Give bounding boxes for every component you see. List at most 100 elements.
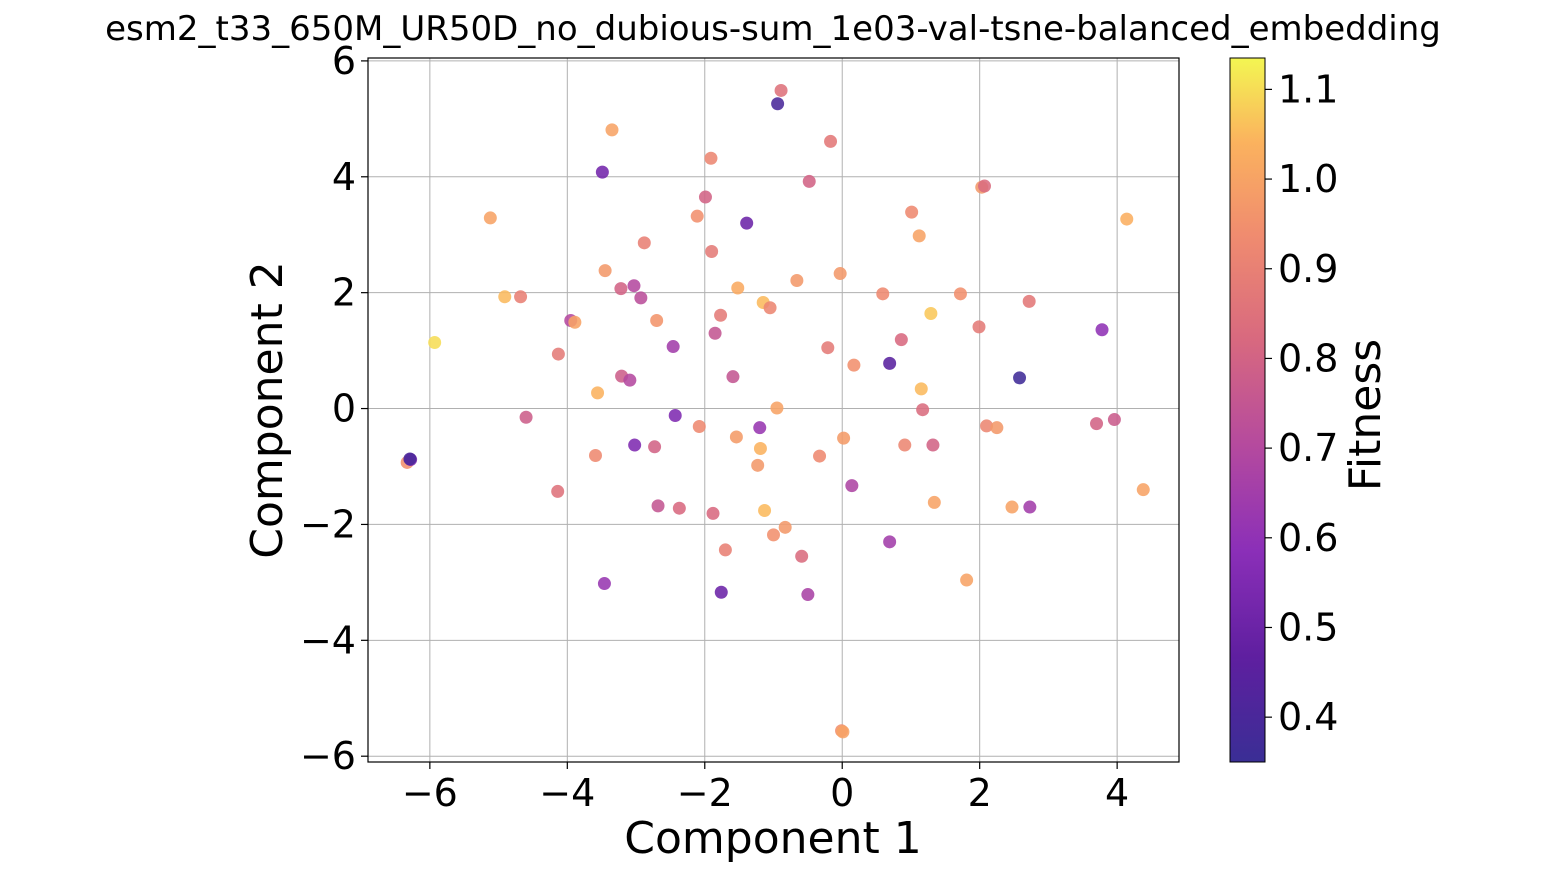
- colorbar-tick-label-7: 1.1: [1278, 67, 1338, 111]
- data-point-15: [912, 229, 926, 243]
- data-point-20: [833, 267, 847, 281]
- data-point-18: [598, 264, 612, 278]
- data-point-67: [898, 438, 912, 452]
- data-point-46: [883, 356, 897, 370]
- x-tick-label-3: 0: [830, 771, 854, 815]
- data-point-29: [1022, 294, 1036, 308]
- x-tick-label-4: 2: [968, 771, 992, 815]
- x-tick-label-5: 4: [1105, 771, 1129, 815]
- data-point-75: [751, 458, 765, 472]
- y-tick-label-5: 4: [332, 155, 356, 199]
- data-point-59: [692, 420, 706, 434]
- data-point-68: [926, 438, 940, 452]
- colorbar-tick-label-0: 0.4: [1278, 695, 1338, 739]
- data-point-53: [770, 401, 784, 415]
- colorbar-tick-label-5: 0.9: [1278, 247, 1338, 291]
- data-point-38: [972, 320, 986, 334]
- data-point-13: [740, 216, 754, 230]
- data-point-57: [1090, 417, 1104, 431]
- y-tick-label-6: 6: [332, 39, 356, 83]
- data-point-42: [666, 340, 680, 354]
- scatter-points: [400, 83, 1150, 739]
- data-point-2: [605, 123, 619, 137]
- data-point-62: [990, 421, 1004, 435]
- colorbar-label: Fitness: [1340, 339, 1391, 491]
- data-point-54: [916, 403, 930, 417]
- data-point-89: [718, 543, 732, 557]
- data-point-73: [588, 448, 602, 462]
- y-tick-label-1: −4: [300, 618, 356, 662]
- data-point-37: [708, 326, 722, 340]
- data-point-79: [927, 495, 941, 509]
- data-point-21: [614, 282, 628, 296]
- data-point-5: [595, 165, 609, 179]
- data-point-3: [704, 151, 718, 165]
- data-point-24: [634, 291, 648, 305]
- data-point-91: [960, 573, 974, 587]
- data-point-43: [821, 341, 835, 355]
- data-point-81: [672, 501, 686, 515]
- data-point-50: [1013, 371, 1027, 385]
- data-point-19: [790, 273, 804, 287]
- data-point-93: [714, 585, 728, 599]
- x-axis-label: Component 1: [624, 813, 921, 864]
- y-tick-label-2: −2: [300, 502, 356, 546]
- data-point-16: [637, 236, 651, 250]
- data-point-36: [924, 307, 938, 321]
- data-point-33: [568, 315, 582, 329]
- data-point-78: [551, 484, 565, 498]
- x-tick-label-0: −6: [402, 771, 458, 815]
- data-point-49: [726, 370, 740, 384]
- chart-title: esm2_t33_650M_UR50D_no_dubious-sum_1e03-…: [105, 9, 1441, 49]
- data-point-31: [763, 301, 777, 315]
- data-point-0: [771, 97, 785, 111]
- data-point-63: [729, 430, 743, 444]
- y-tick-label-3: 0: [332, 387, 356, 431]
- data-point-58: [1107, 413, 1121, 427]
- data-point-77: [1136, 483, 1150, 497]
- data-point-12: [690, 209, 704, 223]
- colorbar-ticks: 0.4 0.5 0.6 0.7 0.8 0.9 1.0 1.1: [1265, 67, 1338, 739]
- colorbar-tick-label-4: 0.8: [1278, 336, 1338, 380]
- data-point-10: [1120, 212, 1134, 226]
- data-point-83: [1023, 500, 1037, 514]
- x-tick-label-1: −4: [539, 771, 595, 815]
- y-axis-ticks: −6 −4 −2 0 2 4 6: [300, 39, 368, 778]
- data-point-76: [845, 479, 859, 493]
- data-point-69: [753, 442, 767, 456]
- data-point-41: [551, 347, 565, 361]
- data-point-88: [883, 535, 897, 549]
- data-point-94: [801, 588, 815, 602]
- data-point-35: [714, 308, 728, 322]
- data-point-86: [778, 520, 792, 534]
- data-point-90: [795, 549, 809, 563]
- data-point-17: [705, 245, 719, 259]
- data-point-65: [628, 438, 642, 452]
- data-point-40: [428, 335, 442, 349]
- data-point-4: [824, 134, 838, 148]
- colorbar: [1229, 57, 1266, 763]
- y-axis-label: Component 2: [242, 261, 293, 558]
- data-point-85: [706, 506, 720, 520]
- data-point-8: [977, 179, 991, 193]
- data-point-92: [597, 577, 611, 591]
- data-point-80: [651, 499, 665, 513]
- data-point-66: [648, 440, 662, 454]
- data-point-26: [514, 290, 528, 304]
- colorbar-tick-label-2: 0.6: [1278, 516, 1338, 560]
- data-point-52: [591, 386, 605, 400]
- data-point-9: [483, 211, 497, 225]
- colorbar-tick-label-6: 1.0: [1278, 157, 1338, 201]
- data-point-55: [519, 410, 533, 424]
- y-tick-label-4: 2: [332, 271, 356, 315]
- data-point-28: [953, 287, 967, 301]
- data-point-11: [698, 190, 712, 204]
- data-point-61: [980, 419, 994, 433]
- data-point-64: [837, 431, 851, 445]
- x-tick-label-2: −2: [677, 771, 733, 815]
- data-point-6: [802, 174, 816, 188]
- data-point-44: [894, 333, 908, 347]
- data-point-82: [1005, 500, 1019, 514]
- data-point-48: [623, 373, 637, 387]
